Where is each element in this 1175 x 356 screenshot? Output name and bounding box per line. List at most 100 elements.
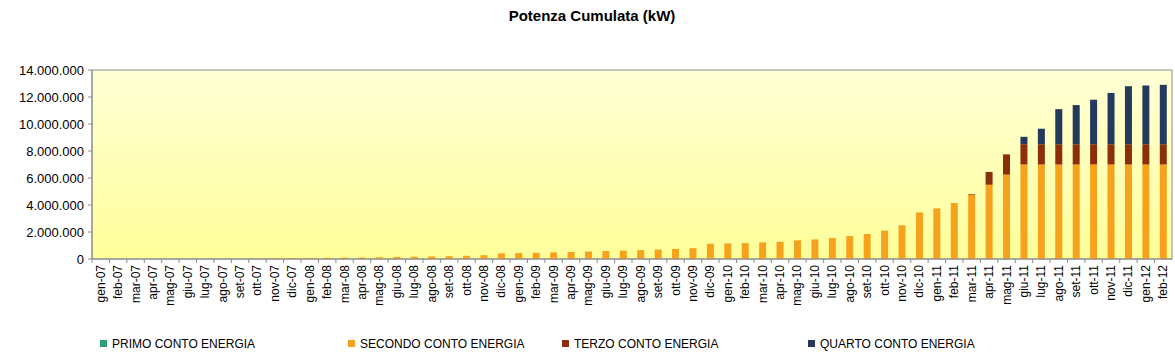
x-tick [283, 259, 284, 263]
bar-segment [428, 256, 435, 257]
bar-segment [933, 208, 940, 209]
bar-segment [376, 257, 383, 258]
chart-title: Potenza Cumulata (kW) [509, 7, 676, 24]
x-tick-label: nov-07 [268, 265, 282, 302]
bar-segment [724, 243, 731, 244]
x-tick-label: dic-08 [494, 265, 508, 298]
x-tick-label: nov-09 [686, 265, 700, 302]
x-tick-label: mar-07 [129, 265, 143, 303]
x-tick-label: set-08 [442, 265, 456, 299]
bar-segment [550, 252, 557, 259]
x-tick-label: feb-10 [738, 265, 752, 299]
x-tick-label: apr-08 [355, 265, 369, 300]
y-tick [88, 70, 92, 71]
legend-label: TERZO CONTO ENERGIA [574, 337, 718, 351]
x-tick [388, 259, 389, 263]
x-tick-label: apr-11 [982, 265, 996, 299]
bar-segment [707, 244, 714, 259]
bar-segment [1003, 154, 1010, 174]
bar-segment [1073, 105, 1080, 144]
x-tick [335, 259, 336, 263]
bar-segment [1125, 86, 1132, 144]
bar-segment [515, 253, 522, 254]
bar-segment [1055, 144, 1062, 164]
x-tick [492, 259, 493, 263]
x-tick-label: mag-08 [372, 265, 386, 306]
y-tick-label: 8.000.000 [26, 144, 84, 159]
y-tick-label: 4.000.000 [26, 198, 84, 213]
bar-segment [393, 256, 400, 257]
bar-segment [1073, 144, 1080, 164]
bar-segment [899, 225, 906, 259]
bar-segment [393, 256, 400, 257]
x-tick-label: mar-08 [338, 265, 352, 303]
bar-segment [881, 231, 888, 259]
bar-segment [620, 250, 627, 251]
bar-segment [846, 236, 853, 237]
bar-segment [1142, 144, 1149, 164]
x-tick [597, 259, 598, 263]
bar-segment [1090, 165, 1097, 260]
bar-segment [533, 253, 540, 259]
x-tick [1015, 259, 1016, 263]
x-tick-label: apr-10 [773, 265, 787, 300]
x-tick [666, 259, 667, 263]
bar-segment [742, 243, 749, 259]
bar-segment [672, 249, 679, 250]
bar-segment [986, 172, 993, 185]
bar-segment [1090, 100, 1097, 145]
x-tick [684, 259, 685, 263]
x-tick [1032, 259, 1033, 263]
bar-segment [1055, 165, 1062, 260]
x-tick [544, 259, 545, 263]
x-tick [980, 259, 981, 263]
bar-segment [1038, 144, 1045, 164]
bar-segment [376, 257, 383, 258]
y-tick [88, 232, 92, 233]
bar-segment [515, 253, 522, 259]
bar-segment [550, 252, 557, 253]
x-tick-label: gen-07 [94, 265, 108, 303]
x-tick [475, 259, 476, 263]
bar-segment [289, 258, 296, 259]
x-tick-label: giu-07 [181, 265, 195, 299]
x-tick [962, 259, 963, 263]
bar-segment [620, 251, 627, 259]
bar-segment [568, 252, 575, 259]
bar-segment [568, 251, 575, 252]
bar-segment [933, 208, 940, 259]
bar-segment [620, 250, 627, 251]
bar-segment [846, 236, 853, 237]
bar-segment [1108, 93, 1115, 144]
legend-swatch [562, 340, 569, 347]
x-tick [510, 259, 511, 263]
x-tick-label: set-10 [860, 265, 874, 299]
x-tick-label: giu-10 [808, 265, 822, 299]
x-tick-label: ago-09 [634, 265, 648, 303]
bar-segment [602, 251, 609, 252]
bar-segment [1142, 165, 1149, 260]
bar-segment [1160, 165, 1167, 260]
y-tick [88, 124, 92, 125]
bar-segment [968, 194, 975, 195]
x-tick [701, 259, 702, 263]
x-tick [771, 259, 772, 263]
y-tick [88, 151, 92, 152]
x-tick [719, 259, 720, 263]
bar-segment [881, 230, 888, 231]
bar-segment [359, 257, 366, 258]
bar-segment [777, 241, 784, 242]
x-tick-label: apr-09 [564, 265, 578, 300]
bar-segment [759, 242, 766, 259]
x-tick [1102, 259, 1103, 263]
bar-segment [341, 257, 348, 258]
bar-segment [933, 208, 940, 209]
bar-segment [846, 236, 853, 259]
x-tick-label: giu-11 [1017, 265, 1031, 298]
bar-segment [829, 238, 836, 239]
x-tick [196, 259, 197, 263]
x-tick-label: dic-10 [912, 265, 926, 298]
x-tick-label: lug-11 [1034, 265, 1048, 298]
bar-segment [498, 253, 505, 254]
bar-segment [759, 242, 766, 243]
